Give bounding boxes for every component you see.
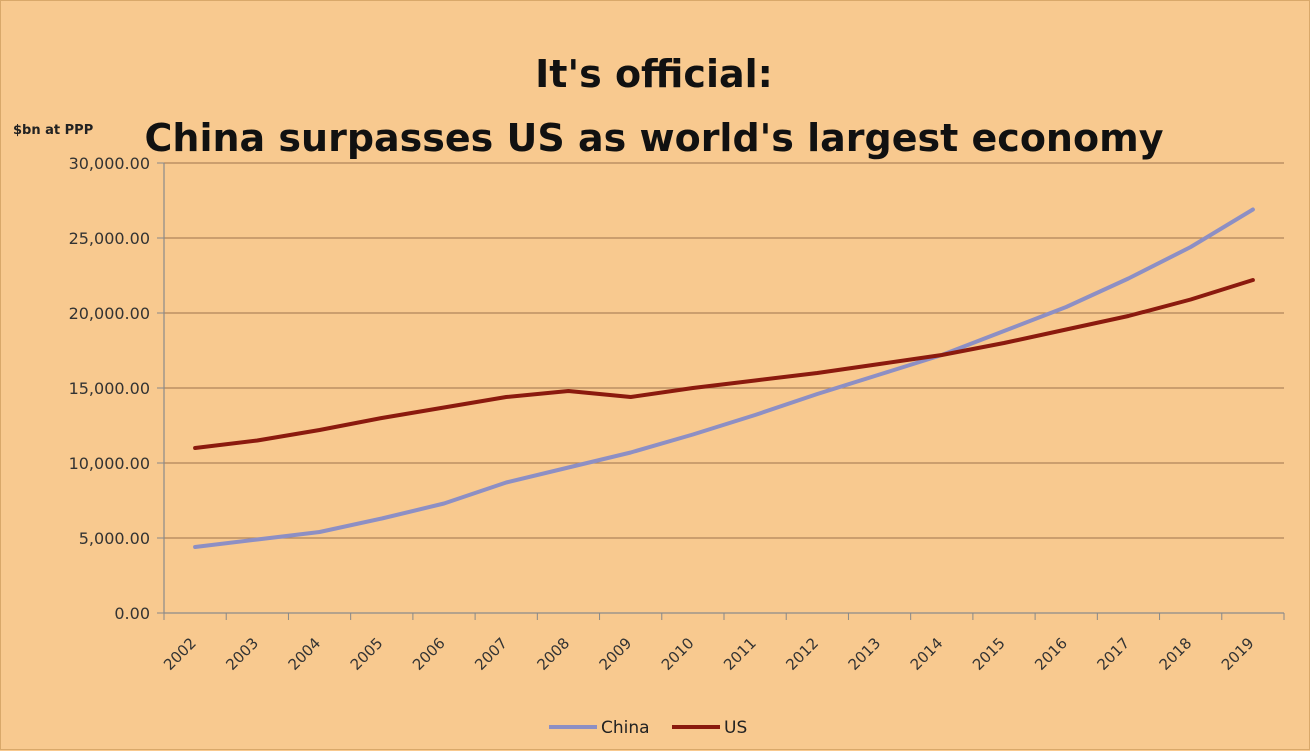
data-point-china: [1002, 329, 1006, 333]
data-point-us: [940, 353, 944, 357]
legend: China US: [549, 718, 747, 738]
data-point-us: [193, 446, 197, 450]
data-point-china: [566, 466, 570, 469]
y-axis-unit-label: $bn at PPP: [13, 123, 93, 138]
data-point-china: [442, 502, 446, 505]
legend-label-us: US: [724, 718, 747, 738]
data-point-us: [255, 439, 259, 442]
data-point-china: [878, 373, 882, 376]
x-tick-label: 2013: [845, 634, 885, 674]
y-tick-labels: 0.00 5,000.00 10,000.00 15,000.00 20,000.00 2…: [69, 154, 150, 623]
x-tick-label: 2006: [409, 634, 449, 674]
data-point-us: [691, 386, 695, 390]
data-point-us: [318, 428, 322, 432]
gridlines: [164, 162, 1284, 539]
x-tick-label: 2018: [1156, 634, 1196, 674]
data-point-china: [691, 433, 695, 436]
x-tick-label: 2012: [782, 634, 822, 674]
y-tick-label: 5,000.00: [79, 529, 150, 548]
data-point-china: [1126, 277, 1130, 280]
data-point-china: [504, 481, 508, 484]
x-tick-label: 2014: [907, 634, 947, 674]
data-point-us: [566, 389, 570, 393]
data-point-china: [1064, 305, 1068, 309]
x-tick-label: 2008: [533, 634, 573, 674]
data-point-us: [1064, 328, 1068, 331]
y-tick-label: 25,000.00: [69, 229, 150, 248]
y-tick-label: 30,000.00: [69, 154, 150, 173]
x-tick-label: 2010: [658, 634, 698, 674]
data-point-us: [629, 395, 633, 399]
x-tick-label: 2017: [1093, 634, 1133, 674]
data-point-china: [380, 517, 384, 520]
data-point-us: [815, 371, 819, 375]
data-point-us: [442, 406, 446, 409]
data-point-us: [1189, 298, 1193, 301]
x-tick-label: 2011: [720, 634, 760, 674]
legend-label-china: China: [601, 718, 650, 738]
x-tick-label: 2016: [1031, 634, 1071, 674]
y-tick-label: 10,000.00: [69, 454, 150, 473]
x-tick-label: 2015: [969, 634, 1009, 674]
chart-title: It's official:: [535, 52, 773, 96]
x-tick-label: 2019: [1218, 634, 1258, 674]
data-point-us: [1126, 314, 1130, 318]
x-tick-label: 2007: [471, 634, 511, 674]
data-point-us: [1002, 341, 1006, 345]
y-tick-label: 15,000.00: [69, 379, 150, 398]
data-point-us: [504, 395, 508, 399]
y-tick-label: 20,000.00: [69, 304, 150, 323]
x-tick-labels: 2002 2003 2004 2005 2006 2007 2008 2009 2010 2011…: [160, 634, 1258, 674]
series-lines: [193, 207, 1255, 549]
x-tick-label: 2004: [285, 634, 325, 674]
data-point-china: [815, 392, 819, 396]
x-tick-label: 2003: [222, 634, 262, 674]
chart-subtitle: China surpasses US as world's largest ec…: [145, 116, 1164, 160]
x-tick-label: 2009: [596, 634, 636, 674]
x-tick-label: 2005: [347, 634, 387, 674]
data-point-china: [629, 451, 633, 454]
data-point-china: [1189, 245, 1193, 249]
data-point-us: [380, 416, 384, 420]
data-point-us: [753, 379, 757, 382]
data-point-china: [1251, 208, 1255, 211]
data-point-china: [318, 530, 322, 534]
data-point-us: [878, 362, 882, 366]
series-line-us: [193, 278, 1255, 450]
axes: [157, 162, 1285, 620]
data-point-china: [255, 538, 259, 541]
data-point-us: [1251, 278, 1255, 282]
y-tick-label: 0.00: [114, 604, 150, 623]
data-point-china: [753, 413, 757, 417]
data-point-china: [193, 545, 197, 549]
x-tick-label: 2002: [160, 634, 200, 674]
series-line-china: [193, 207, 1255, 549]
